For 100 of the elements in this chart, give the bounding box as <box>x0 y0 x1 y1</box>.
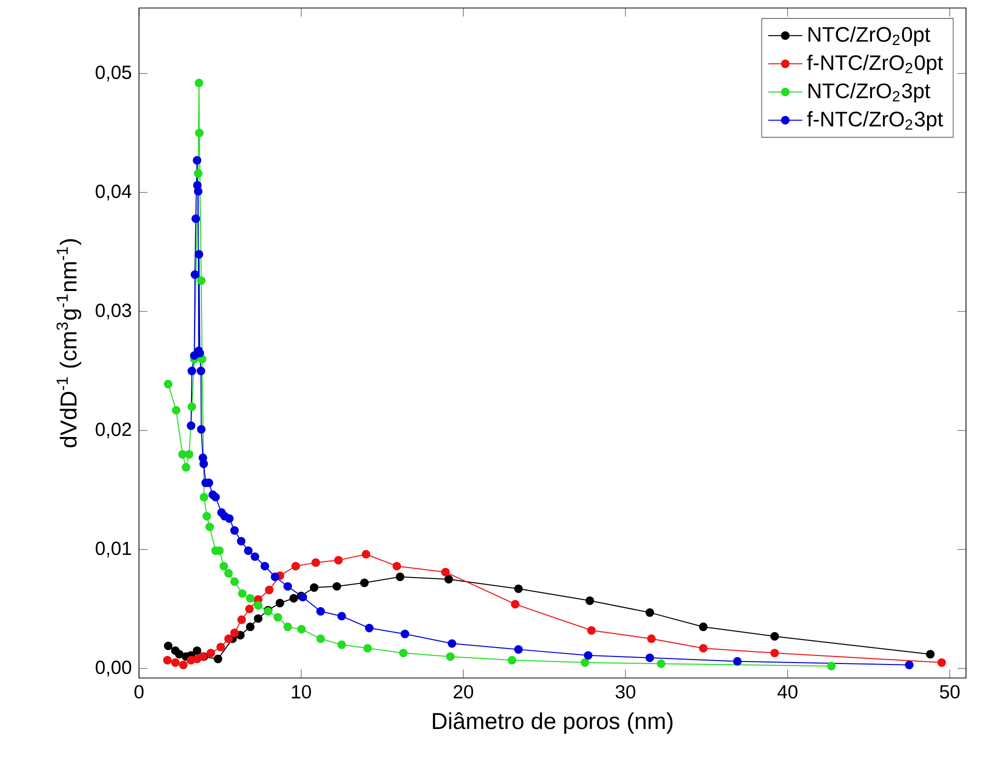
point <box>194 78 204 88</box>
point <box>194 186 202 196</box>
point <box>937 658 946 667</box>
point <box>202 512 212 520</box>
point <box>733 657 742 666</box>
point <box>441 568 450 576</box>
point <box>444 574 454 584</box>
point <box>186 421 196 430</box>
point <box>646 653 654 662</box>
point <box>194 169 202 178</box>
legend-label: NTC/ZrO$_{2}$3pt <box>808 82 930 102</box>
point <box>399 648 408 658</box>
point <box>510 600 520 609</box>
point <box>254 614 262 623</box>
y-tick-label: 0,05 <box>96 66 132 82</box>
point <box>230 628 239 638</box>
point <box>164 642 172 650</box>
point <box>360 578 369 588</box>
point <box>283 622 292 632</box>
point <box>283 582 292 591</box>
point <box>200 492 208 502</box>
legend-label: f-NTC/ZrO$_{2}$3pt <box>807 111 944 131</box>
point <box>195 128 204 138</box>
point <box>332 582 342 591</box>
point <box>178 660 188 670</box>
point <box>237 615 246 624</box>
point <box>514 584 523 594</box>
point <box>770 648 779 658</box>
point <box>264 586 274 594</box>
point <box>246 622 255 632</box>
point <box>220 562 228 570</box>
point <box>311 558 320 567</box>
point <box>171 658 180 667</box>
point <box>164 380 172 388</box>
x-tick-label: 0 <box>134 685 144 699</box>
point <box>316 634 325 644</box>
text: dVdD$^{-1}$ (cm$^{3}$g$^{-1}$nm$^{-1}$) <box>56 239 82 448</box>
point <box>196 276 206 285</box>
point <box>297 624 306 634</box>
x-tick-label: 50 <box>940 685 960 699</box>
point <box>184 450 194 459</box>
point <box>904 660 914 670</box>
point <box>188 366 196 376</box>
point <box>182 463 190 472</box>
point <box>236 536 246 546</box>
point <box>260 562 270 570</box>
point <box>289 594 298 603</box>
point <box>190 270 200 279</box>
point <box>699 622 708 632</box>
point <box>392 562 402 570</box>
point <box>199 459 208 468</box>
point <box>205 522 214 532</box>
point <box>580 658 590 667</box>
y-tick-label: 0,03 <box>96 304 132 320</box>
point <box>276 598 284 608</box>
point <box>364 624 374 632</box>
point <box>334 556 343 564</box>
point <box>191 214 200 223</box>
y-tick-label: 0,02 <box>96 422 131 438</box>
point <box>192 646 202 655</box>
legend-label: NTC/ZrO$_{2}$0pt <box>808 26 930 46</box>
y-tick-label: 0,01 <box>96 542 131 558</box>
point <box>699 644 708 653</box>
point <box>363 644 372 653</box>
point <box>270 572 280 582</box>
point <box>216 642 226 652</box>
point <box>926 650 935 658</box>
point <box>584 651 592 660</box>
point <box>196 424 206 434</box>
x-tick-label: 30 <box>616 685 636 699</box>
x-tick-label: 20 <box>454 685 474 699</box>
point <box>274 613 282 622</box>
point <box>254 601 262 610</box>
legend-label: f-NTC/ZrO$_{2}$0pt <box>807 54 944 74</box>
x-axis-title: Diâmetro de poros (nm) <box>432 712 672 734</box>
point <box>196 366 206 376</box>
point <box>188 402 196 411</box>
point <box>448 639 456 648</box>
point <box>206 648 216 658</box>
point <box>224 634 233 644</box>
point <box>827 662 836 670</box>
point <box>310 583 318 592</box>
point <box>250 552 260 561</box>
point <box>230 526 239 535</box>
point <box>211 492 220 502</box>
point <box>172 406 180 415</box>
point <box>770 632 779 641</box>
point <box>224 568 233 578</box>
point <box>647 634 656 644</box>
x-tick-label: 40 <box>778 685 798 699</box>
point <box>514 645 523 654</box>
point <box>225 514 234 523</box>
y-tick-label: 0,04 <box>96 184 132 200</box>
point <box>291 562 300 570</box>
point <box>646 608 654 617</box>
point <box>163 656 172 664</box>
point <box>230 577 239 586</box>
point <box>194 250 204 259</box>
point <box>316 607 325 616</box>
point <box>245 604 254 614</box>
